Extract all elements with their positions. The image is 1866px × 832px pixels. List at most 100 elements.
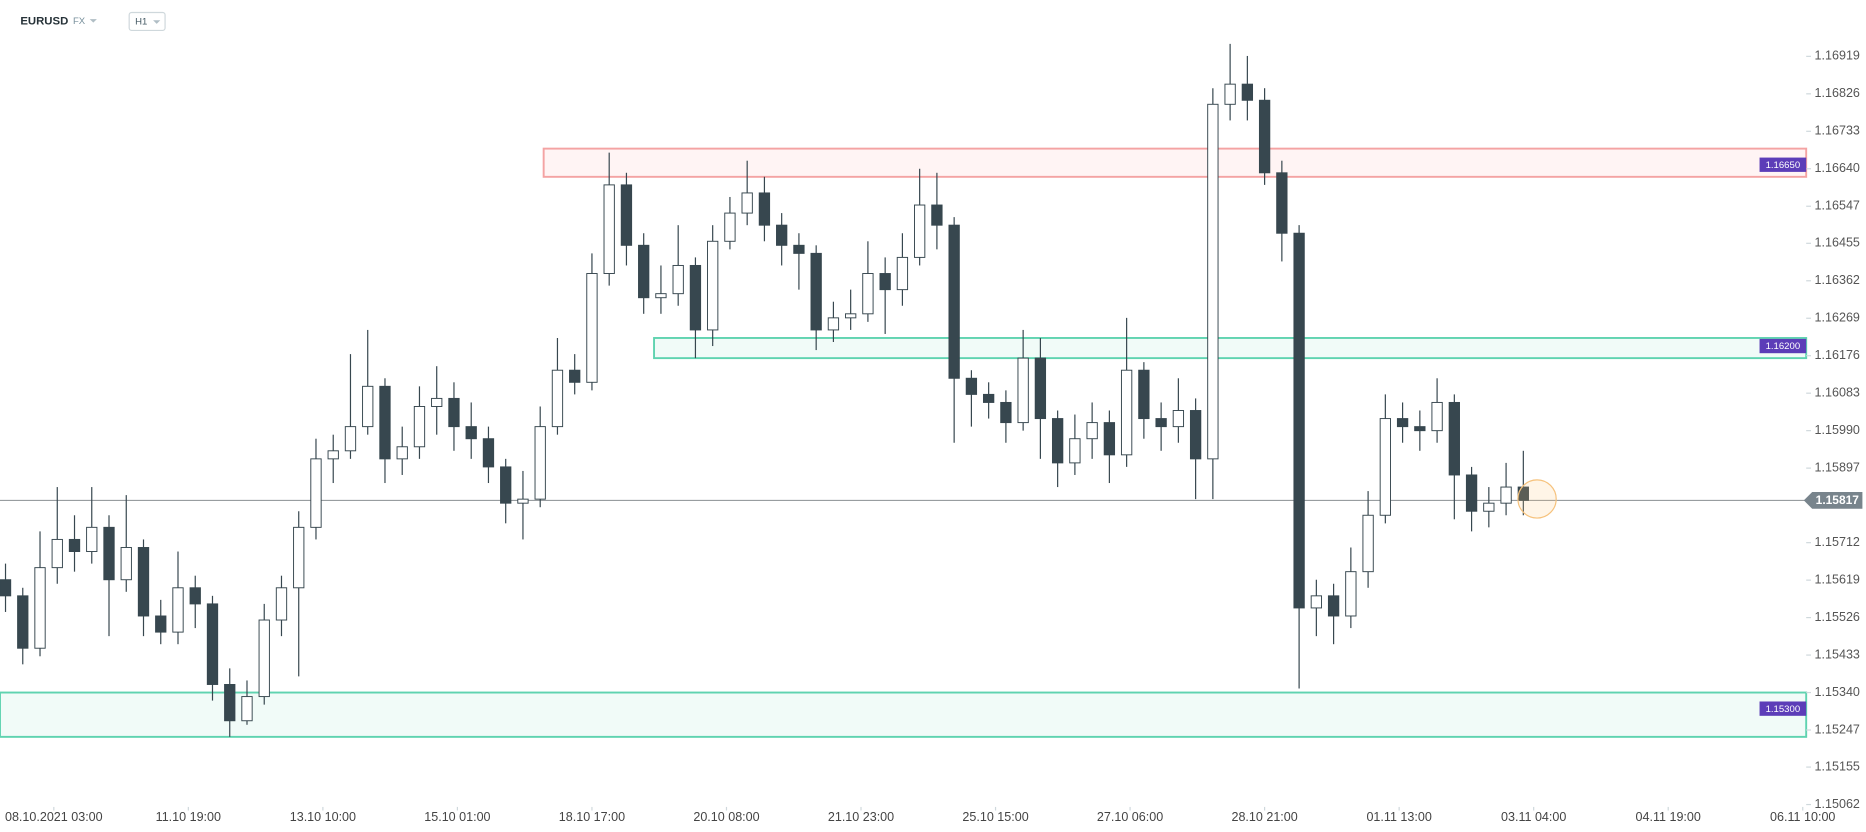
- last-price-label: 1.15817: [1816, 493, 1860, 507]
- candle-body: [431, 397, 443, 407]
- market-caret: [89, 19, 97, 23]
- timeframe-box[interactable]: [128, 11, 166, 32]
- zone-badge: [1759, 338, 1807, 354]
- candle-body: [1034, 357, 1047, 420]
- x-tick-label: 11.10 19:00: [156, 810, 221, 824]
- candle-body: [1086, 422, 1098, 440]
- candle-body: [638, 244, 650, 299]
- candle-body: [258, 619, 270, 698]
- x-tick-label: 18.10 17:00: [559, 810, 625, 824]
- candle-body: [689, 264, 702, 331]
- candle-body: [1258, 99, 1271, 174]
- candle-body: [965, 377, 978, 395]
- y-tick-label: 1.16083: [1815, 386, 1860, 400]
- candle-body: [586, 273, 598, 383]
- x-tick-label: 27.10 06:00: [1097, 810, 1163, 824]
- y-tick-label: 1.15247: [1815, 722, 1860, 736]
- y-tick-label: 1.15340: [1815, 685, 1860, 699]
- candle-body: [413, 406, 426, 448]
- candle-body: [34, 567, 46, 649]
- candle-body: [310, 458, 322, 528]
- x-tick-label: 13.10 10:00: [290, 810, 356, 824]
- candle-body: [776, 224, 788, 246]
- candle-body: [827, 317, 840, 331]
- candle-body: [396, 446, 408, 460]
- candles: [0, 43, 1529, 737]
- y-tick-label: 1.16733: [1815, 124, 1860, 138]
- candle-body: [707, 240, 719, 331]
- candle-body: [1138, 369, 1150, 420]
- x-tick-label: 03.11 04:00: [1501, 810, 1566, 824]
- candle-body: [724, 212, 736, 242]
- candle-body: [655, 293, 667, 299]
- candle-body: [1483, 502, 1495, 512]
- candle-body: [68, 538, 81, 553]
- candle-body: [1293, 232, 1305, 609]
- candle-body: [603, 184, 615, 274]
- candle-body: [1051, 418, 1064, 464]
- x-tick-label: 06.11 10:00: [1770, 810, 1835, 824]
- x-tick-label: 20.10 08:00: [693, 810, 759, 824]
- candle-body: [482, 438, 495, 468]
- candle-body: [1189, 410, 1202, 460]
- y-tick-label: 1.15155: [1815, 759, 1860, 773]
- symbol[interactable]: EURUSD: [20, 15, 68, 27]
- candle-body: [1069, 438, 1081, 464]
- zone-badge: [1759, 157, 1807, 172]
- x-tick-label: 15.10 01:00: [424, 810, 490, 824]
- timeframe[interactable]: H1: [135, 17, 147, 28]
- candle-body: [534, 426, 546, 500]
- axes: 1.16919 1.16826 1.16733 1.16640 1.16547 1.164…: [5, 49, 1863, 824]
- zone-label: 1.16650: [1766, 160, 1801, 171]
- candle-body: [1431, 401, 1443, 432]
- y-tick-label: 1.15526: [1815, 610, 1860, 624]
- candle-body: [1396, 418, 1409, 428]
- candle-body: [379, 385, 391, 460]
- candle-body: [448, 397, 460, 428]
- candle-body: [1379, 418, 1391, 516]
- candle-body: [1414, 426, 1426, 432]
- candle-body: [896, 256, 909, 291]
- candle-body: [845, 313, 857, 319]
- market: FX: [73, 16, 86, 27]
- candle-body: [500, 466, 512, 504]
- candle-body: [1207, 103, 1219, 460]
- candle-body: [1448, 401, 1460, 476]
- x-tick-label: 01.11 13:00: [1366, 810, 1431, 824]
- candle-body: [51, 538, 63, 569]
- zones: [0, 147, 1808, 738]
- zone-label: 1.15300: [1766, 704, 1801, 715]
- y-tick-label: 1.15897: [1815, 460, 1860, 474]
- candle-body: [551, 369, 564, 428]
- candle-body: [86, 526, 98, 553]
- candle-body: [862, 273, 874, 315]
- candle-body: [1224, 83, 1236, 105]
- candle-body: [224, 684, 236, 722]
- candle-body: [1345, 571, 1357, 617]
- candle-body: [1172, 410, 1185, 428]
- zone: [542, 147, 1808, 178]
- candle-body: [1120, 369, 1133, 456]
- y-tick-label: 1.16455: [1815, 236, 1860, 250]
- x-tick-label: 21.10 23:00: [828, 810, 894, 824]
- y-tick-label: 1.16826: [1815, 86, 1860, 100]
- y-tick-label: 1.16362: [1815, 273, 1860, 287]
- y-tick-label: 1.15619: [1815, 572, 1860, 586]
- candle-body: [672, 264, 684, 295]
- y-tick-label: 1.15990: [1815, 423, 1860, 437]
- candle-body: [327, 450, 339, 460]
- candle-body: [362, 385, 374, 428]
- candle-body: [172, 587, 184, 633]
- zone-badge: [1759, 701, 1807, 716]
- candle-body: [1500, 486, 1512, 504]
- candle-body: [120, 547, 132, 581]
- candle-body: [879, 273, 891, 291]
- y-tick-label: 1.15062: [1815, 797, 1860, 811]
- candle-body: [1276, 172, 1288, 234]
- candle-body: [982, 393, 995, 403]
- candle-body: [1155, 418, 1167, 428]
- candle-body: [293, 526, 305, 589]
- candle-body: [241, 696, 253, 722]
